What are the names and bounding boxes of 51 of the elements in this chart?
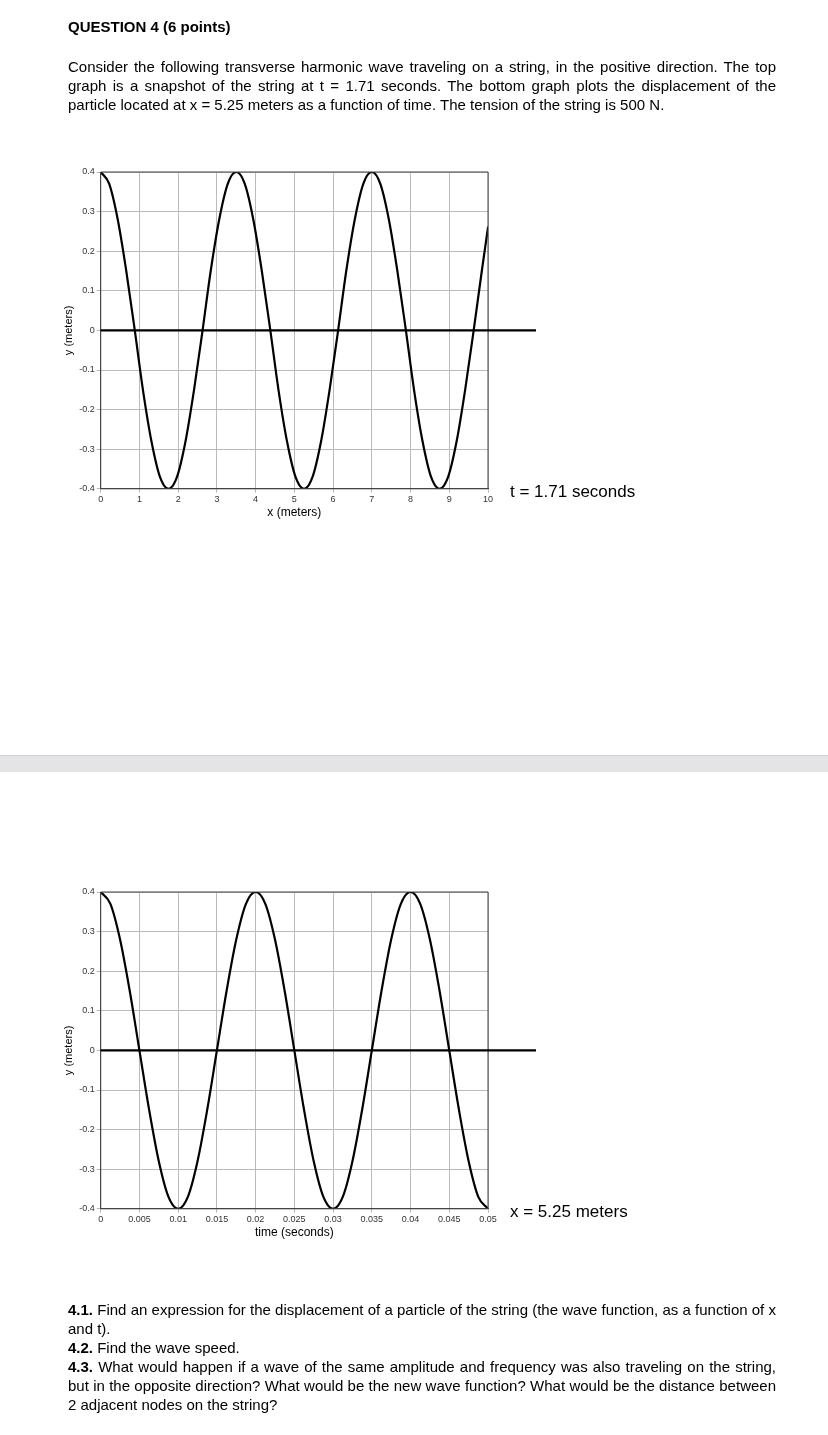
y-tick-label: 0 (89, 1044, 95, 1055)
text: 4.1. Find an expression for the displacement of a particle of the string (the wave function, as a function of x and t). (68, 1301, 776, 1337)
x-tick-label: 0.035 (360, 1213, 384, 1224)
y-tick-label: -0.4 (79, 483, 95, 494)
chart-title: QUESTION 4 (6 points) (68, 18, 231, 35)
x-tick-label: 0.045 (438, 1213, 461, 1224)
x-tick-label: 0.005 (128, 1213, 151, 1224)
text: t = 1.71 seconds (510, 482, 636, 502)
x-tick-label: 0.01 (169, 1213, 187, 1224)
x-tick-label: 0.025 (283, 1213, 306, 1224)
x-tick-label: 0.02 (246, 1213, 265, 1224)
y-tick-label: -0.4 (79, 1203, 95, 1214)
x-axis-title: x (meters) (267, 505, 322, 520)
text: 4.2. Find the wave speed. (68, 1339, 240, 1356)
text: x = 5.25 meters (510, 1202, 628, 1222)
y-tick-label: 0.2 (82, 965, 95, 976)
chart-subtitle: Consider the following transverse harmonic wave traveling on a string, in the positive direction. The top graph is a snapshot of the string at t = 1.71 seconds. The bottom graph plots the displacement of the particle located at x = 5.25 meters as a function of time. The tension of the string is 500 N. (68, 57, 776, 114)
x-tick-label: 7 (369, 493, 375, 504)
text: 4.3. What would happen if a wave of the same amplitude and frequency was also traveling on the string, but in the opposite direction? What would be the new wave function? What would be the distance between 2 adjacent nodes on the string? (68, 1358, 777, 1413)
y-tick-label: -0.3 (79, 443, 95, 454)
x-tick-label: 10 (482, 493, 494, 504)
x-tick-label: 4 (253, 493, 259, 504)
y-axis-title: y (meters) (61, 305, 74, 356)
x-tick-label: 9 (446, 493, 452, 504)
x-tick-label: 1 (136, 493, 142, 504)
y-tick-label: 0 (89, 324, 95, 335)
y-tick-label: 0.1 (82, 285, 95, 296)
x-tick-label: 0 (98, 493, 104, 504)
x-tick-label: 5 (291, 493, 297, 504)
y-tick-label: 0.3 (82, 926, 95, 937)
x-tick-label: 0.015 (205, 1213, 229, 1224)
x-tick-label: 2 (175, 493, 181, 504)
y-tick-label: -0.1 (79, 1084, 95, 1095)
y-tick-label: 0.1 (82, 1005, 95, 1016)
y-tick-label: -0.2 (79, 1124, 95, 1135)
y-tick-label: -0.3 (79, 1163, 95, 1174)
y-tick-label: 0.4 (82, 886, 95, 897)
x-tick-label: 3 (214, 493, 220, 504)
y-tick-label: 0.3 (82, 206, 95, 217)
y-tick-label: 0.4 (82, 166, 95, 177)
x-tick-label: 0.03 (324, 1213, 342, 1224)
x-axis-title: time (seconds) (255, 1225, 334, 1240)
x-tick-label: 0.04 (401, 1213, 420, 1224)
x-tick-label: 6 (330, 493, 336, 504)
x-tick-label: 0.05 (479, 1213, 497, 1224)
y-tick-label: 0.2 (82, 245, 95, 256)
x-tick-label: 0 (98, 1213, 104, 1224)
y-tick-label: -0.1 (79, 364, 95, 375)
y-axis-title: y (meters) (61, 1025, 74, 1076)
y-tick-label: -0.2 (79, 404, 95, 415)
x-tick-label: 8 (408, 493, 414, 504)
